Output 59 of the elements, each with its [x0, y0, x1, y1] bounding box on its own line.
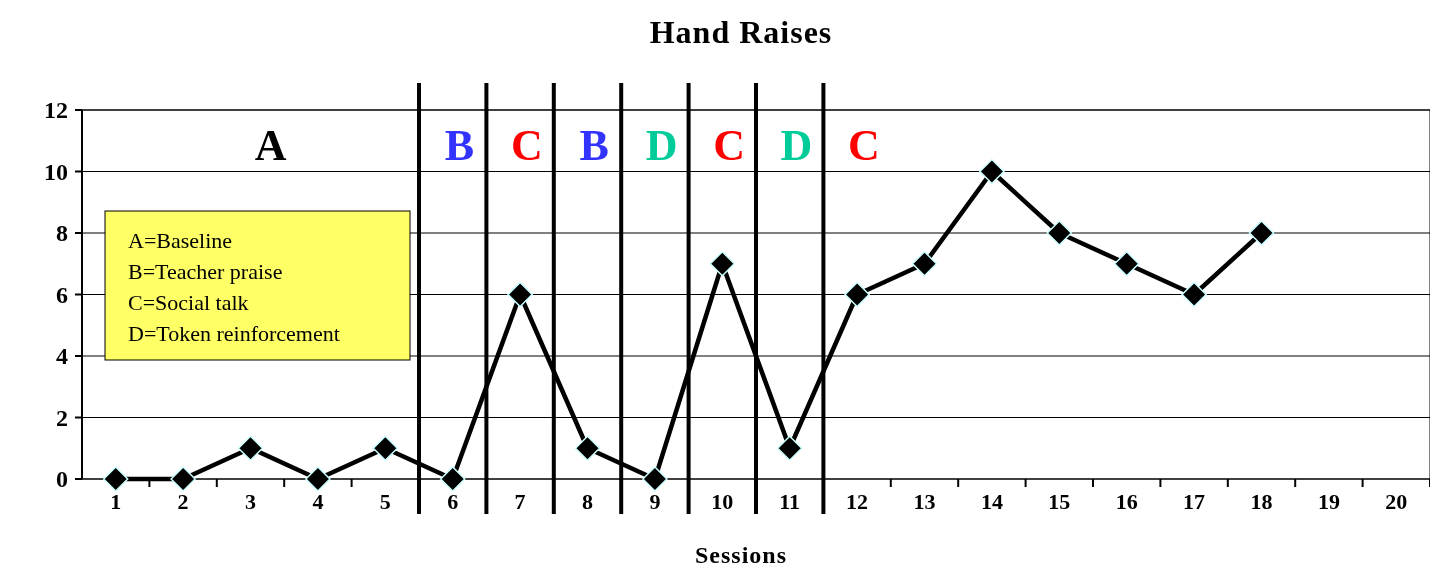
point	[1181, 281, 1207, 308]
y-tick-label: 2	[56, 404, 68, 431]
x-tick-label: 14	[980, 489, 1003, 514]
annotation: C	[847, 120, 880, 170]
point	[1046, 220, 1073, 246]
point	[372, 435, 399, 461]
point	[305, 466, 331, 492]
point	[507, 281, 533, 308]
x-tick-label: 2	[177, 489, 189, 514]
x-tick-label: 13	[913, 489, 936, 514]
x-tick-label: 1	[110, 489, 122, 514]
point	[776, 435, 803, 461]
annotation: C	[713, 120, 745, 170]
annotation: D	[645, 120, 678, 170]
annotation: B	[444, 120, 475, 170]
x-tick-label: 16	[1115, 489, 1138, 514]
point	[170, 466, 196, 492]
x-tick-label: 9	[649, 489, 661, 514]
x-tick-label: 20	[1385, 489, 1408, 514]
x-tick-label: 18	[1250, 489, 1273, 514]
x-tick-label: 10	[711, 489, 734, 514]
y-tick-label: 12	[44, 97, 68, 123]
point	[574, 435, 601, 461]
x-tick-label: 15	[1048, 489, 1071, 514]
x-axis-title: Sessions	[694, 542, 788, 568]
point	[979, 158, 1005, 185]
x-tick-label: 3	[245, 489, 256, 514]
point	[642, 466, 668, 492]
x-tick-label: 5	[379, 489, 391, 514]
point	[709, 251, 736, 277]
annotation: D=Token reinforcement	[128, 321, 340, 346]
x-tick-label: 11	[779, 489, 801, 514]
x-tick-label: 17	[1183, 489, 1206, 514]
point	[1248, 220, 1275, 246]
x-tick-label: 12	[846, 489, 869, 514]
y-tick-label: 8	[56, 220, 68, 246]
y-tick-label: 6	[56, 281, 68, 308]
x-tick-label: 4	[312, 489, 324, 514]
annotation: C	[510, 120, 543, 170]
annotation: A=Baseline	[128, 228, 233, 253]
point	[1113, 251, 1140, 277]
x-tick-label: 19	[1317, 489, 1340, 514]
x-tick-label: 7	[514, 489, 526, 514]
annotation: D	[780, 120, 813, 170]
y-tick-label: 10	[44, 158, 68, 185]
point	[237, 435, 264, 461]
annotation: C=Social talk	[128, 290, 249, 315]
x-tick-label: 8	[582, 489, 593, 514]
point	[911, 251, 938, 277]
x-tick-label: 6	[447, 489, 459, 514]
point	[439, 466, 466, 492]
annotation: A	[254, 120, 287, 170]
chart-title: Hand Raises	[649, 14, 833, 50]
annotation: B	[579, 120, 609, 170]
annotation: B=Teacher praise	[128, 259, 283, 284]
y-tick-label: 4	[56, 343, 68, 369]
point	[844, 281, 870, 308]
point	[102, 466, 129, 492]
y-tick-label: 0	[56, 466, 68, 492]
